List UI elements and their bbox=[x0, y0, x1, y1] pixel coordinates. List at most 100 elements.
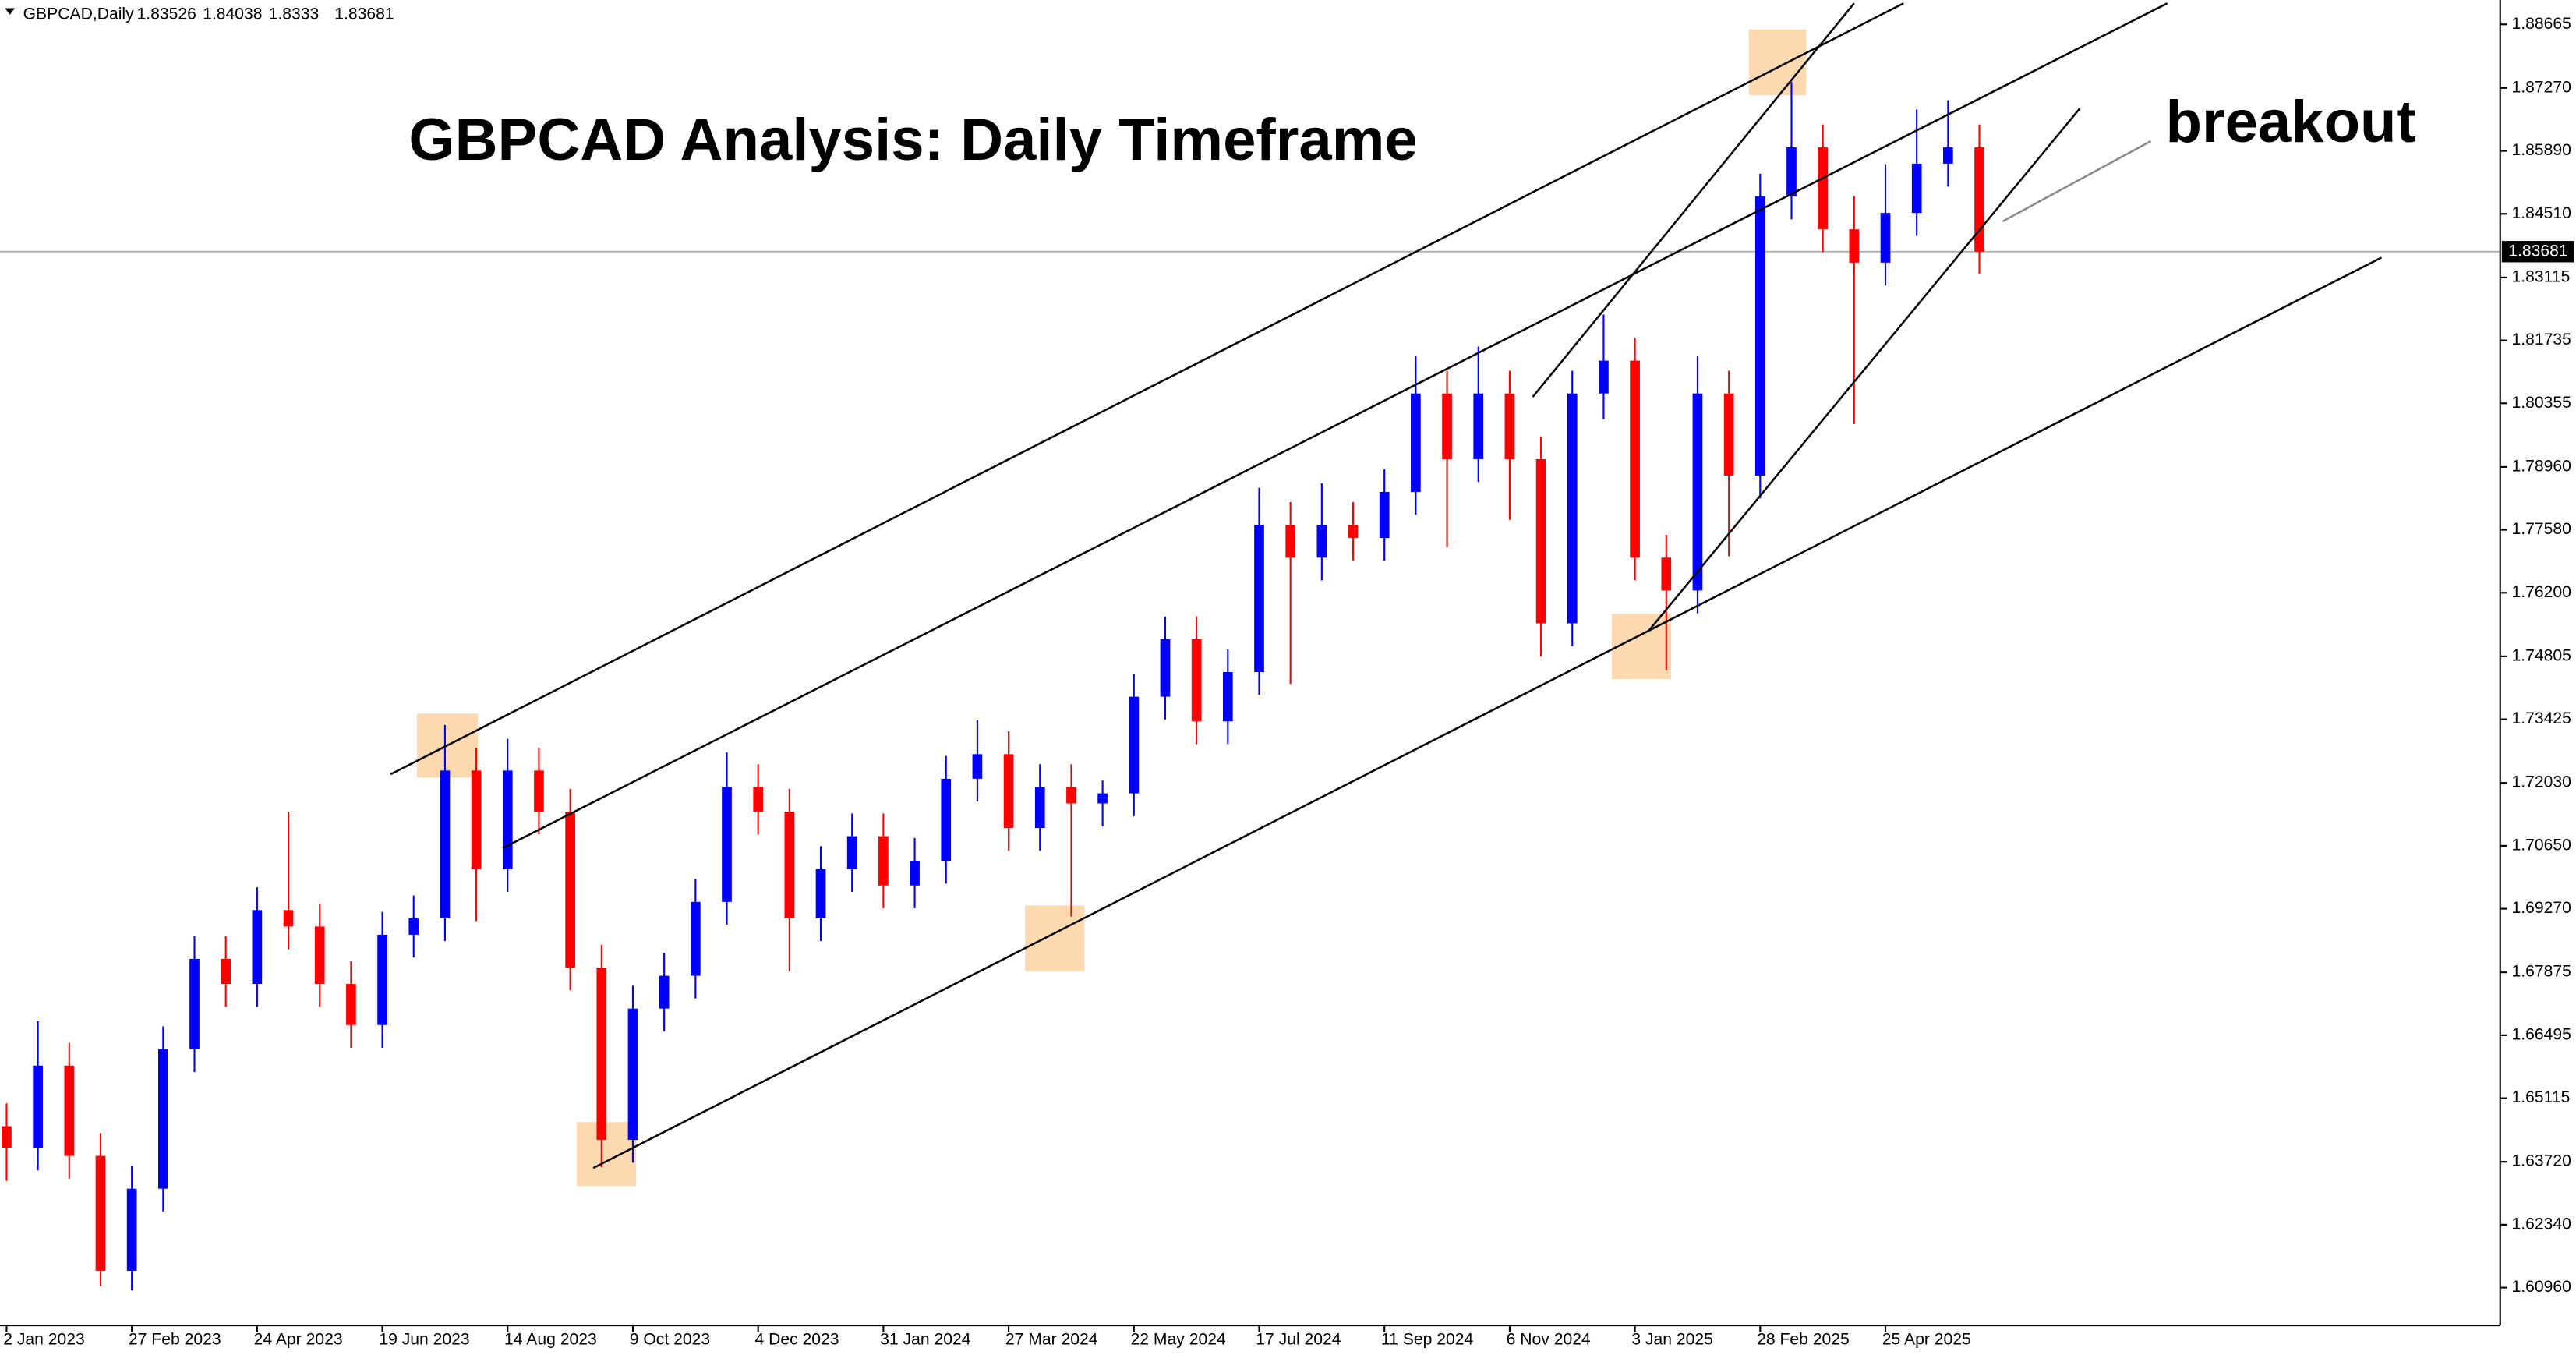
header-close: 1.83681 bbox=[334, 5, 394, 23]
symbol-label: GBPCAD,Daily bbox=[23, 5, 135, 23]
candle-body bbox=[346, 984, 356, 1025]
candle-body bbox=[33, 1065, 43, 1148]
header-low: 1.8333 bbox=[269, 5, 320, 23]
x-tick-label: 6 Nov 2024 bbox=[1507, 1331, 1591, 1349]
y-tick-label: 1.81735 bbox=[2512, 331, 2571, 348]
trend-lines bbox=[390, 2, 2383, 1169]
y-tick-label: 1.76200 bbox=[2512, 583, 2571, 601]
y-tick-label: 1.72030 bbox=[2512, 773, 2571, 791]
candle-body bbox=[565, 812, 575, 968]
highlight-box bbox=[1025, 905, 1085, 971]
candle-body bbox=[722, 787, 732, 902]
y-tick-label: 1.77580 bbox=[2512, 520, 2571, 538]
trend-line bbox=[1647, 108, 2081, 632]
candle-body bbox=[1535, 458, 1546, 624]
x-tick-label: 25 Apr 2025 bbox=[1882, 1331, 1971, 1349]
candle-body bbox=[1442, 393, 1452, 459]
candle-body bbox=[1285, 525, 1296, 558]
candle-body bbox=[784, 812, 795, 918]
y-tick-label: 1.85890 bbox=[2512, 141, 2571, 159]
candle-body bbox=[1411, 393, 1421, 493]
highlight-box bbox=[1748, 29, 1807, 96]
x-tick-label: 17 Jul 2024 bbox=[1256, 1331, 1341, 1349]
x-tick-label: 3 Jan 2025 bbox=[1631, 1331, 1713, 1349]
candle-body bbox=[377, 934, 387, 1025]
y-tick-label: 1.70650 bbox=[2512, 836, 2571, 854]
x-tick-label: 22 May 2024 bbox=[1131, 1331, 1226, 1349]
trend-line bbox=[592, 256, 2383, 1169]
candle-body bbox=[753, 787, 764, 812]
y-tick-label: 1.84510 bbox=[2512, 204, 2571, 222]
candle-body bbox=[1692, 393, 1703, 591]
last-price-tag bbox=[2501, 241, 2574, 263]
candles bbox=[2, 82, 1984, 1291]
candle-body bbox=[534, 770, 544, 812]
candle-body bbox=[1599, 360, 1609, 394]
x-tick-label: 31 Jan 2024 bbox=[880, 1331, 971, 1349]
candle-body bbox=[157, 1049, 168, 1189]
y-tick-label: 1.60960 bbox=[2512, 1278, 2571, 1296]
candle-body bbox=[64, 1065, 75, 1156]
candle-body bbox=[1818, 147, 1829, 230]
candle-body bbox=[1849, 229, 1860, 263]
y-tick-label: 1.73425 bbox=[2512, 709, 2571, 727]
candle-body bbox=[1097, 793, 1108, 804]
x-tick-label: 19 Jun 2023 bbox=[379, 1331, 469, 1349]
y-tick-label: 1.83115 bbox=[2512, 267, 2571, 285]
candle-body bbox=[1723, 393, 1734, 476]
candle-body bbox=[408, 918, 419, 935]
candle-body bbox=[221, 958, 231, 985]
candle-body bbox=[1473, 393, 1484, 459]
candle-body bbox=[502, 770, 513, 869]
y-tick-label: 1.66495 bbox=[2512, 1025, 2571, 1043]
highlight-boxes bbox=[416, 29, 1807, 1187]
candle-body bbox=[815, 869, 826, 918]
candle-body bbox=[1630, 360, 1640, 558]
y-tick-label: 1.69270 bbox=[2512, 899, 2571, 917]
candle-body bbox=[1974, 147, 1984, 252]
y-tick-label: 1.67875 bbox=[2512, 963, 2571, 981]
menu-triangle bbox=[5, 8, 16, 15]
candle-body bbox=[1911, 163, 1922, 214]
trend-line bbox=[1532, 2, 1855, 398]
x-tick-label: 24 Apr 2023 bbox=[254, 1331, 343, 1349]
candle-body bbox=[314, 926, 325, 985]
x-tick-label: 11 Sep 2024 bbox=[1381, 1331, 1474, 1349]
candle-body bbox=[846, 836, 857, 869]
candle-body bbox=[1254, 525, 1264, 673]
candle-body bbox=[1222, 672, 1233, 722]
chart-title: GBPCAD Analysis: Daily Timeframe bbox=[408, 107, 1417, 173]
y-tick-label: 1.80355 bbox=[2512, 394, 2571, 412]
candle-body bbox=[1786, 147, 1797, 197]
y-tick-label: 1.87270 bbox=[2512, 78, 2571, 96]
x-tick-label: 27 Feb 2023 bbox=[129, 1331, 221, 1349]
candle-body bbox=[596, 968, 607, 1141]
header-high: 1.84038 bbox=[203, 5, 262, 23]
y-tick-label: 1.65115 bbox=[2512, 1088, 2571, 1106]
candle-body bbox=[659, 975, 670, 1009]
trend-line bbox=[390, 2, 1904, 776]
y-tick-label: 1.62340 bbox=[2512, 1215, 2571, 1233]
candle-body bbox=[627, 1008, 638, 1141]
candle-body bbox=[1348, 525, 1359, 539]
last-price-label: 1.83681 bbox=[2508, 242, 2567, 260]
candle-body bbox=[1160, 639, 1171, 697]
x-tick-label: 2 Jan 2023 bbox=[3, 1331, 85, 1349]
candle-body bbox=[283, 910, 294, 927]
candle-body bbox=[1379, 492, 1390, 539]
candle-body bbox=[1316, 525, 1327, 558]
annotation: breakout bbox=[2165, 89, 2415, 155]
x-tick-label: 28 Feb 2025 bbox=[1757, 1331, 1850, 1349]
x-tick-label: 27 Mar 2024 bbox=[1005, 1331, 1098, 1349]
candle-body bbox=[126, 1188, 137, 1271]
candle-body bbox=[189, 958, 200, 1049]
candle-body bbox=[1661, 557, 1672, 591]
candle-body bbox=[440, 770, 451, 918]
candle-body bbox=[1129, 696, 1140, 794]
candle-body bbox=[1191, 639, 1202, 722]
pointer-line bbox=[2002, 140, 2152, 223]
y-tick-label: 1.63720 bbox=[2512, 1152, 2571, 1170]
